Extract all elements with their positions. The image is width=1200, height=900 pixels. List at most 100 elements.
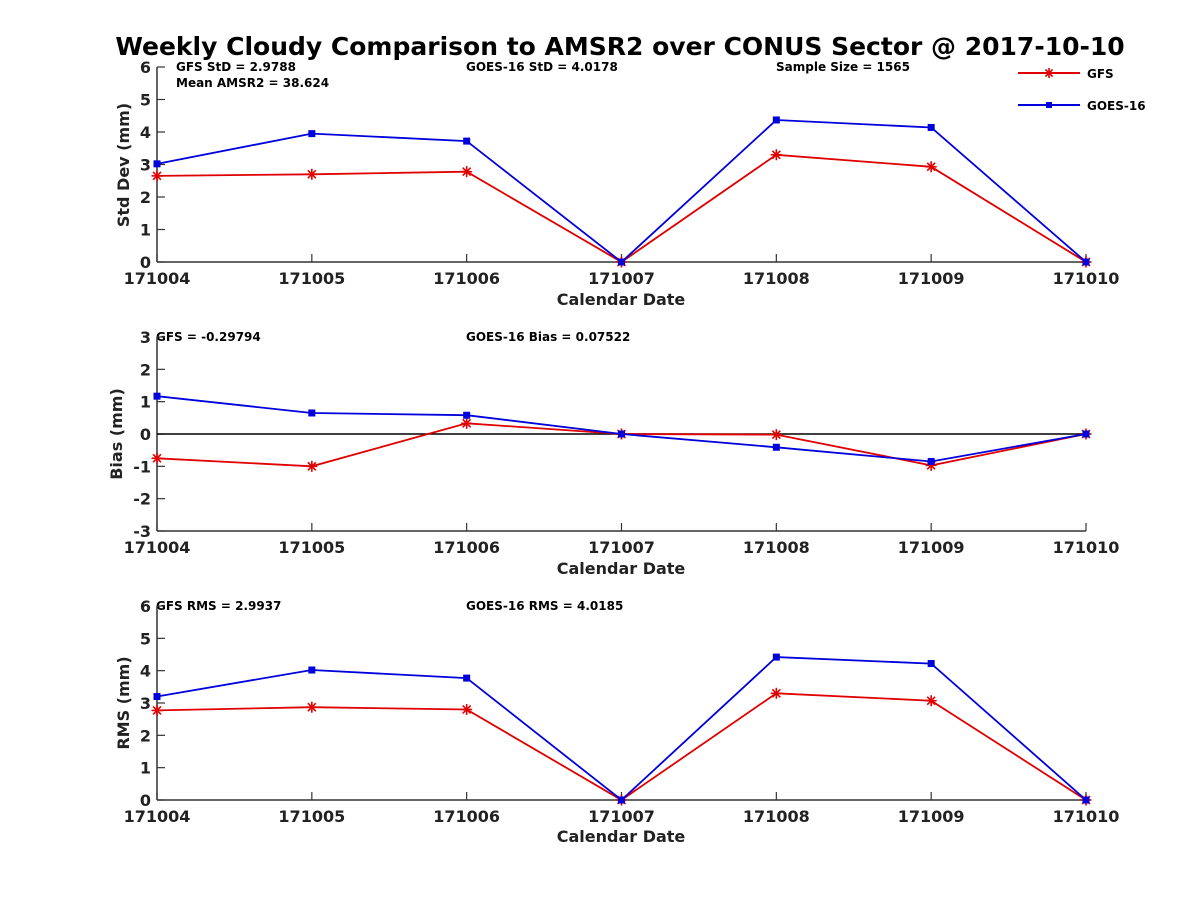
x-tick-label: 171007 (588, 807, 655, 826)
series-line-gfs (156, 153, 1087, 264)
legend-goes-marker (1046, 102, 1052, 108)
y-axis-label-bias: Bias (mm) (107, 388, 126, 480)
data-point-gfs (461, 166, 473, 178)
y-tick-label: 5 (140, 91, 151, 110)
y-tick-label: 2 (140, 188, 151, 207)
data-point-gfs (151, 704, 163, 716)
data-point-gfs (461, 703, 473, 715)
annotation-goes-bias: GOES-16 Bias = 0.07522 (466, 330, 630, 344)
x-tick-label: 171005 (278, 807, 345, 826)
data-point-goes (153, 693, 161, 701)
data-point-goes (1082, 796, 1090, 804)
x-tick-label: 171004 (124, 538, 191, 557)
y-tick-label: 4 (140, 123, 151, 142)
x-axis-label-panel-2: Calendar Date (557, 559, 686, 578)
data-point-goes (772, 443, 780, 451)
y-tick-label: 0 (140, 791, 151, 810)
data-point-goes (1082, 430, 1090, 438)
y-tick-label: 1 (140, 393, 151, 412)
data-point-gfs (770, 149, 782, 161)
y-tick-label: 3 (140, 694, 151, 713)
data-point-goes (927, 660, 935, 668)
annotation-gfs-rms: GFS RMS = 2.9937 (156, 599, 281, 613)
annotation-goes-rms: GOES-16 RMS = 4.0185 (466, 599, 623, 613)
y-tick-label: 3 (140, 328, 151, 347)
data-point-goes (153, 160, 161, 168)
data-point-goes (463, 411, 471, 419)
data-point-goes (1082, 258, 1090, 266)
x-tick-label: 171010 (1053, 807, 1120, 826)
y-tick-label: 1 (140, 759, 151, 778)
data-point-gfs (925, 161, 937, 173)
legend-goes-label: GOES-16 (1087, 99, 1146, 113)
x-axis-label-panel-3: Calendar Date (557, 827, 686, 846)
y-tick-label: 3 (140, 156, 151, 175)
y-tick-label: 6 (140, 58, 151, 77)
annotation-goes-std: GOES-16 StD = 4.0178 (466, 60, 618, 74)
data-point-goes (463, 674, 471, 682)
plot-area-bias: -3 -2 -1 0 1 2 3 171004 171005 171006 171007 171008… (124, 328, 1120, 557)
x-axis-label-panel-1: Calendar Date (557, 290, 686, 309)
data-point-goes (153, 392, 161, 400)
x-tick-label: 171010 (1053, 269, 1120, 288)
panel-rms: GFS RMS = 2.9937 GOES-16 RMS = 4.0185 RM… (114, 597, 1119, 846)
data-point-gfs (306, 168, 318, 180)
annotation-gfs-bias: GFS = -0.29794 (156, 330, 261, 344)
data-point-goes (618, 796, 625, 804)
y-tick-label: 5 (140, 629, 151, 648)
x-tick-label: 171007 (588, 269, 655, 288)
data-point-goes (308, 130, 316, 138)
data-point-gfs (151, 170, 163, 182)
data-point-gfs (306, 701, 318, 713)
panel-bias: GFS = -0.29794 GOES-16 Bias = 0.07522 Bi… (107, 328, 1119, 578)
x-tick-label: 171007 (588, 538, 655, 557)
annotation-gfs-std: GFS StD = 2.9788 (176, 60, 296, 74)
x-tick-label: 171005 (278, 538, 345, 557)
x-tick-label: 171009 (898, 538, 965, 557)
data-point-goes (772, 116, 780, 124)
data-point-goes (463, 137, 471, 145)
data-point-goes (618, 430, 625, 438)
x-tick-label: 171006 (433, 538, 500, 557)
y-tick-label: -1 (133, 457, 151, 476)
x-tick-label: 171006 (433, 269, 500, 288)
x-tick-label: 171004 (124, 269, 191, 288)
data-point-gfs (461, 417, 473, 429)
data-point-goes (308, 409, 316, 417)
data-point-goes (308, 666, 316, 674)
panel-std-dev: GFS StD = 2.9788 Mean AMSR2 = 38.624 GOE… (114, 58, 1119, 309)
data-point-gfs (925, 695, 937, 707)
x-tick-label: 171008 (743, 269, 810, 288)
plot-area-std-dev: 0 1 2 3 4 5 6 171004 171005 171006 171007 171008 171… (124, 58, 1120, 288)
x-tick-label: 171008 (743, 807, 810, 826)
annotation-mean-amsr2: Mean AMSR2 = 38.624 (176, 76, 329, 90)
data-point-goes (618, 258, 625, 266)
annotation-sample-size: Sample Size = 1565 (776, 60, 910, 74)
data-point-goes (772, 653, 780, 661)
y-tick-label: 2 (140, 360, 151, 379)
x-tick-label: 171004 (124, 807, 191, 826)
x-tick-label: 171005 (278, 269, 345, 288)
series-line-gfs (156, 692, 1087, 802)
legend-gfs-label: GFS (1087, 67, 1114, 81)
data-point-gfs (306, 460, 318, 472)
x-tick-label: 171009 (898, 269, 965, 288)
data-point-goes (927, 123, 935, 131)
y-tick-label: 0 (140, 425, 151, 444)
y-tick-label: -2 (133, 490, 151, 509)
y-tick-label: 0 (140, 253, 151, 272)
x-tick-label: 171006 (433, 807, 500, 826)
y-tick-label: 2 (140, 726, 151, 745)
x-tick-label: 171009 (898, 807, 965, 826)
data-point-gfs (770, 429, 782, 441)
x-tick-label: 171008 (743, 538, 810, 557)
data-point-goes (927, 457, 935, 465)
legend-gfs-star (1044, 68, 1054, 78)
y-tick-label: -3 (133, 522, 151, 541)
data-point-gfs (151, 452, 163, 464)
y-axis-label-std-dev: Std Dev (mm) (114, 103, 133, 227)
legend: GFS GOES-16 (1018, 67, 1146, 113)
legend-gfs-marker (1044, 68, 1054, 78)
series-line-goes (156, 656, 1087, 802)
